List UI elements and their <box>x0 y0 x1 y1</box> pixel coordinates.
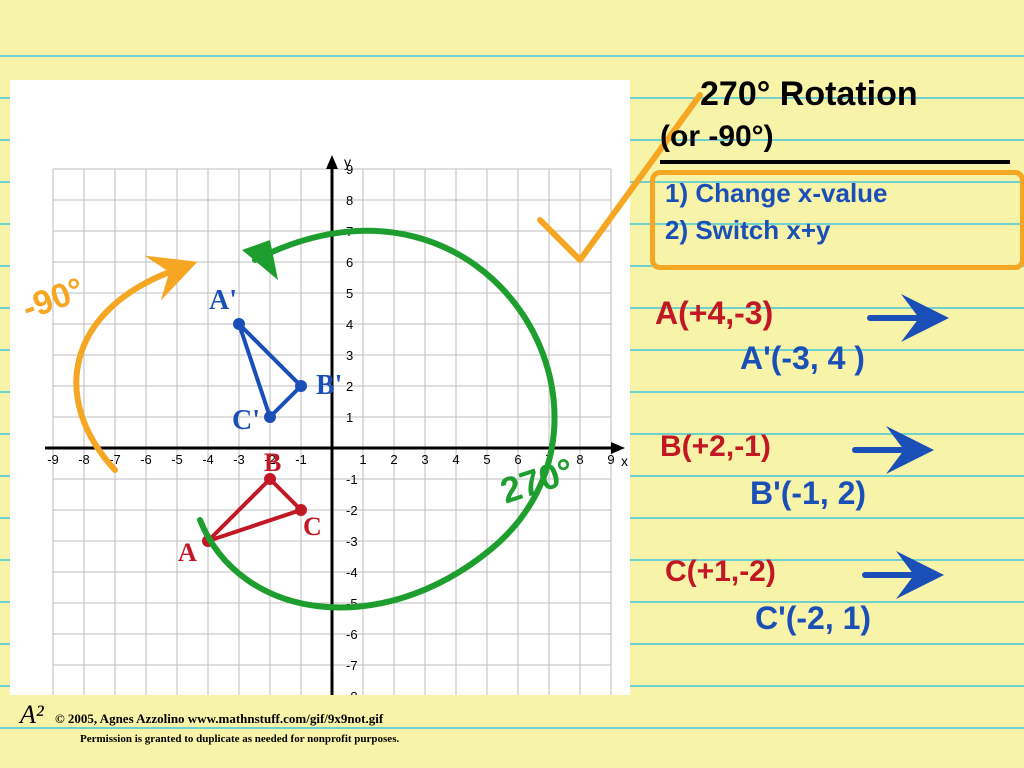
svg-text:-6: -6 <box>346 627 358 642</box>
mapping-A-from: A(+4,-3) <box>655 295 773 332</box>
credit-line2: Permission is granted to duplicate as ne… <box>80 733 399 745</box>
svg-text:B: B <box>264 448 281 477</box>
svg-text:x: x <box>621 453 628 469</box>
notes-subtitle: (or -90°) <box>660 120 774 154</box>
svg-text:9: 9 <box>607 452 614 467</box>
svg-text:-4: -4 <box>202 452 214 467</box>
svg-text:-6: -6 <box>140 452 152 467</box>
svg-text:3: 3 <box>421 452 428 467</box>
credit-block: A² © 2005, Agnes Azzolino www.mathnstuff… <box>20 700 399 746</box>
svg-text:-9: -9 <box>47 452 59 467</box>
svg-text:7: 7 <box>346 224 353 239</box>
svg-text:-1: -1 <box>295 452 307 467</box>
svg-text:C': C' <box>232 405 260 436</box>
notes-title: 270° Rotation <box>700 75 918 114</box>
svg-text:4: 4 <box>346 317 353 332</box>
svg-text:-7: -7 <box>109 452 121 467</box>
svg-text:5: 5 <box>483 452 490 467</box>
svg-text:-4: -4 <box>346 565 358 580</box>
svg-text:-5: -5 <box>346 596 358 611</box>
svg-text:-7: -7 <box>346 658 358 673</box>
svg-text:B': B' <box>316 370 342 401</box>
mapping-C-to: C'(-2, 1) <box>755 600 871 637</box>
notes-title-underline <box>660 160 1010 164</box>
svg-text:2: 2 <box>390 452 397 467</box>
svg-text:C: C <box>303 512 322 541</box>
svg-text:6: 6 <box>346 255 353 270</box>
svg-text:-8: -8 <box>78 452 90 467</box>
mapping-B-to: B'(-1, 2) <box>750 475 866 512</box>
svg-text:-1: -1 <box>346 472 358 487</box>
svg-text:1: 1 <box>346 410 353 425</box>
rule-line-1: 1) Change x-value <box>665 178 888 209</box>
svg-text:-3: -3 <box>233 452 245 467</box>
svg-text:8: 8 <box>576 452 583 467</box>
svg-text:1: 1 <box>359 452 366 467</box>
mapping-C-from: C(+1,-2) <box>665 555 776 589</box>
svg-text:4: 4 <box>452 452 459 467</box>
svg-text:A: A <box>178 538 197 567</box>
rule-line-2: 2) Switch x+y <box>665 215 830 246</box>
svg-text:-5: -5 <box>171 452 183 467</box>
svg-text:-8: -8 <box>346 689 358 695</box>
coordinate-grid-panel: -9-8-7-6-5-4-3-2-1123456789-9-8-7-6-5-4-… <box>10 80 630 695</box>
svg-text:2: 2 <box>346 379 353 394</box>
credit-logo: A² <box>20 700 44 729</box>
credit-line1: © 2005, Agnes Azzolino www.mathnstuff.co… <box>55 711 383 726</box>
svg-text:-3: -3 <box>346 534 358 549</box>
svg-text:y: y <box>344 154 351 170</box>
mapping-A-to: A'(-3, 4 ) <box>740 340 865 377</box>
svg-text:8: 8 <box>346 193 353 208</box>
coordinate-grid: -9-8-7-6-5-4-3-2-1123456789-9-8-7-6-5-4-… <box>10 80 630 695</box>
mapping-B-from: B(+2,-1) <box>660 430 771 464</box>
svg-text:3: 3 <box>346 348 353 363</box>
svg-text:-2: -2 <box>346 503 358 518</box>
svg-text:5: 5 <box>346 286 353 301</box>
svg-text:A': A' <box>209 285 237 316</box>
